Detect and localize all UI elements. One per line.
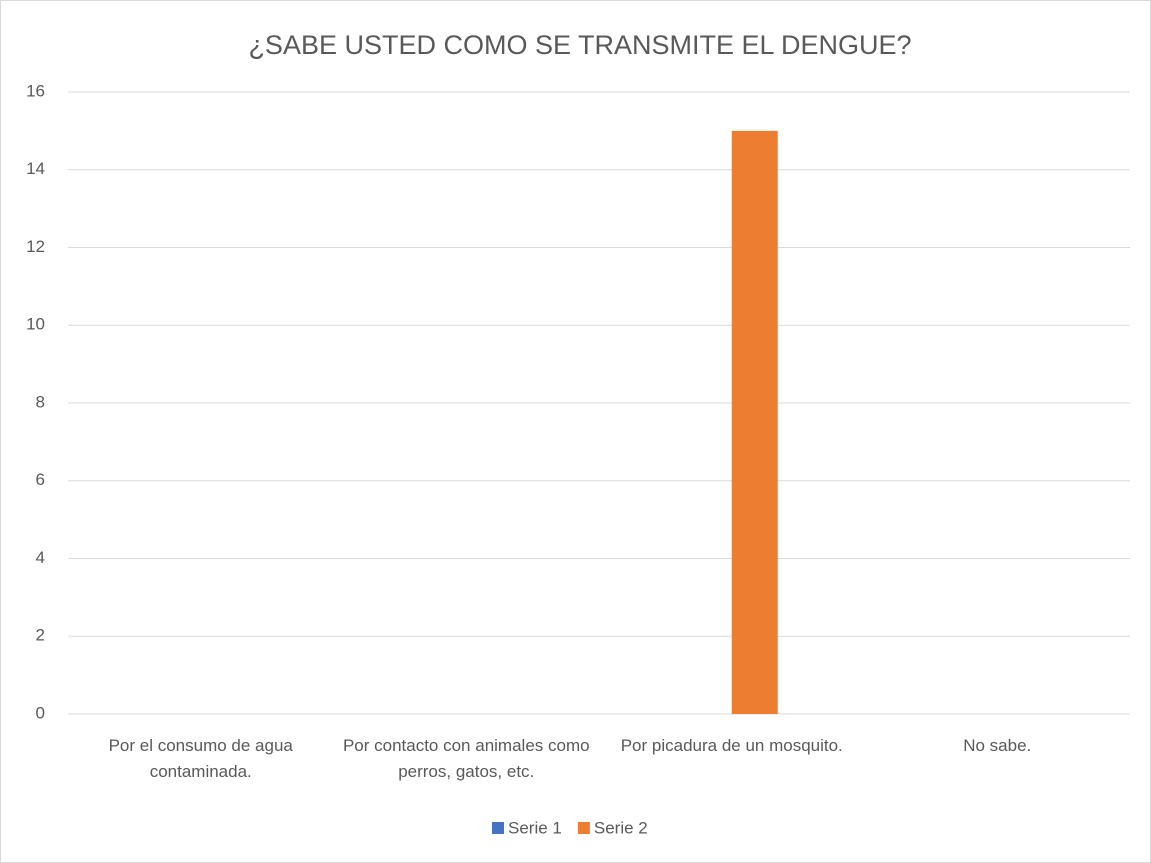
y-tick-label: 12	[26, 237, 45, 256]
y-tick-label: 0	[36, 703, 45, 722]
chart-title: ¿SABE USTED COMO SE TRANSMITE EL DENGUE?	[248, 30, 911, 60]
y-tick-label: 14	[26, 159, 45, 178]
y-tick-label: 10	[26, 315, 45, 334]
x-tick-label: No sabe.	[963, 736, 1032, 755]
y-tick-label: 4	[36, 548, 45, 567]
x-tick-label: Por picadura de un mosquito.	[620, 736, 843, 755]
legend-swatch	[577, 822, 590, 834]
legend-label: Serie 1	[508, 818, 562, 837]
y-tick-label: 8	[36, 392, 45, 411]
x-tick-label: Por el consumo de agua contaminada.	[108, 736, 293, 781]
legend-swatch	[492, 822, 504, 834]
y-tick-label: 2	[36, 626, 45, 645]
y-tick-label: 6	[36, 470, 45, 489]
bar	[731, 130, 778, 714]
legend-label: Serie 2	[594, 818, 648, 837]
y-tick-label: 16	[26, 81, 45, 100]
x-tick-label: Por contacto con animales como perros, g…	[342, 736, 590, 781]
